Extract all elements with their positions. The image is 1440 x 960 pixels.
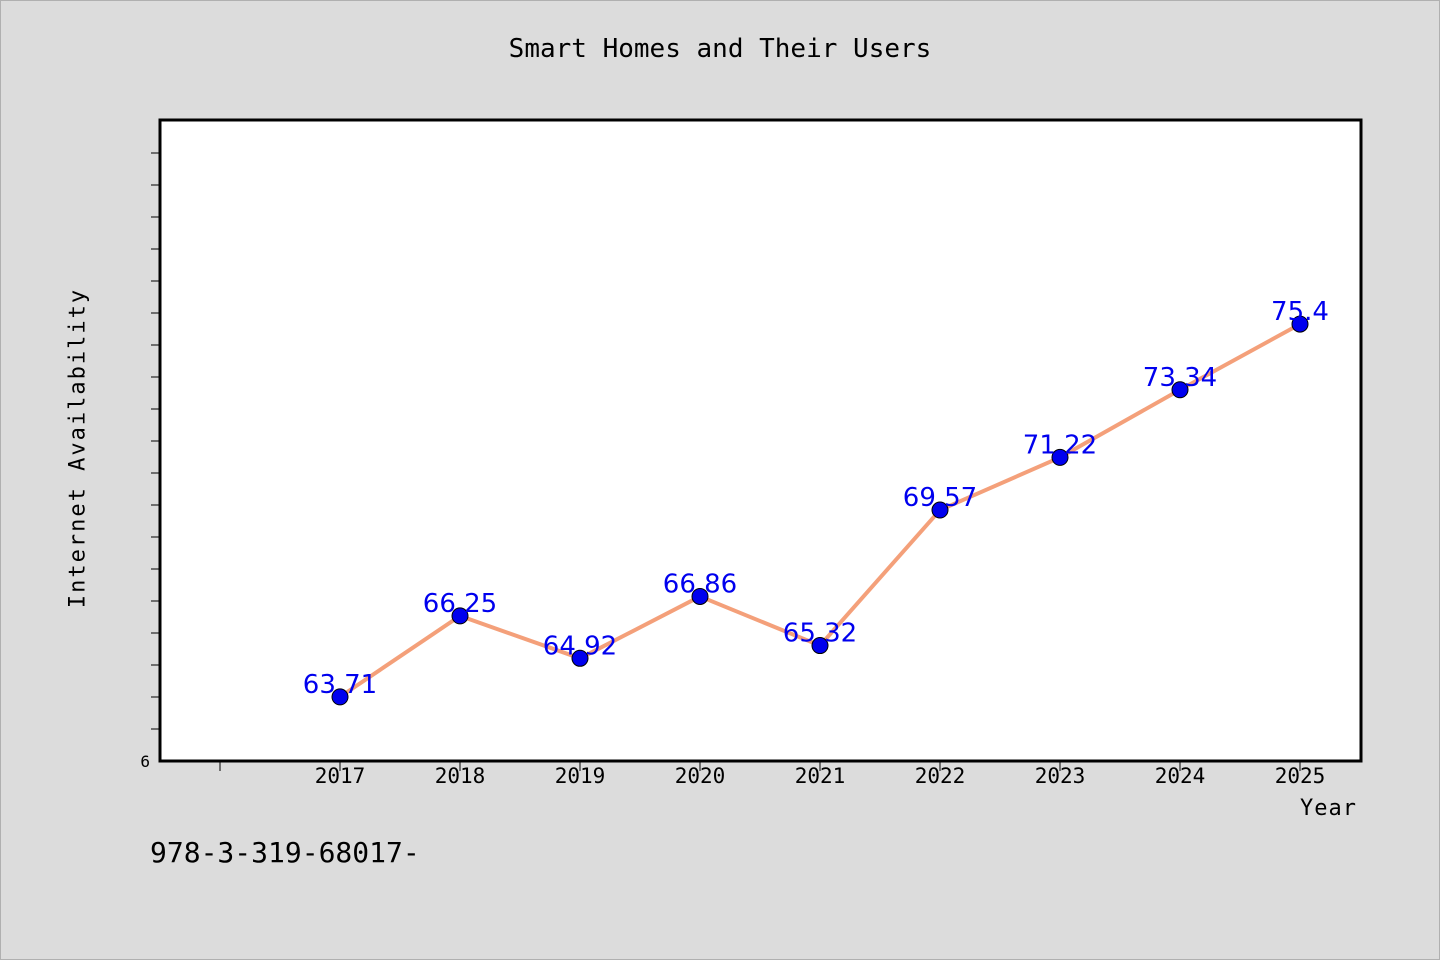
data-label: 73.34	[1143, 363, 1217, 393]
data-point	[811, 637, 829, 655]
x-tick-label: 2023	[1035, 764, 1086, 788]
footnote-text: 978-3-319-68017-	[150, 836, 420, 869]
data-point	[571, 649, 589, 667]
x-tick-label: 2018	[435, 764, 486, 788]
data-label: 66.86	[663, 569, 737, 599]
x-tick-label: 2024	[1155, 764, 1206, 788]
data-labels: 63.71 66.25 64.92 66.86 65.32 69.57 71.22 73.34…	[303, 297, 1329, 700]
data-label: 63.71	[303, 670, 377, 700]
data-label: 66.25	[423, 589, 497, 619]
y-tick-label: 6	[140, 752, 150, 771]
x-tick-label: 2021	[795, 764, 846, 788]
y-axis-ticks: 6	[140, 152, 160, 771]
data-point	[1291, 315, 1309, 333]
data-point	[1051, 448, 1069, 466]
x-tick-label: 2017	[315, 764, 366, 788]
plot-area	[160, 120, 1361, 761]
data-label: 71.22	[1023, 430, 1097, 460]
chart-title: Smart Homes and Their Users	[508, 34, 932, 64]
data-point	[331, 688, 349, 706]
x-axis-label: Year	[1300, 796, 1357, 821]
data-markers	[331, 315, 1309, 706]
data-point	[691, 587, 709, 605]
data-point	[451, 607, 469, 625]
data-label: 75.4	[1271, 297, 1329, 327]
data-point	[1171, 381, 1189, 399]
plot-frame	[158, 118, 1363, 763]
x-tick-label: 2022	[915, 764, 966, 788]
x-tick-label: 2019	[555, 764, 606, 788]
data-point	[931, 501, 949, 519]
x-tick-label: 2020	[675, 764, 726, 788]
x-axis-ticks: 2017 2018 2019 2020 2021 2022 2023 2024 2025	[219, 761, 1326, 788]
data-label: 65.32	[783, 619, 857, 649]
data-label: 69.57	[903, 483, 977, 513]
data-label: 64.92	[543, 631, 617, 661]
x-tick-label: 2025	[1275, 764, 1326, 788]
